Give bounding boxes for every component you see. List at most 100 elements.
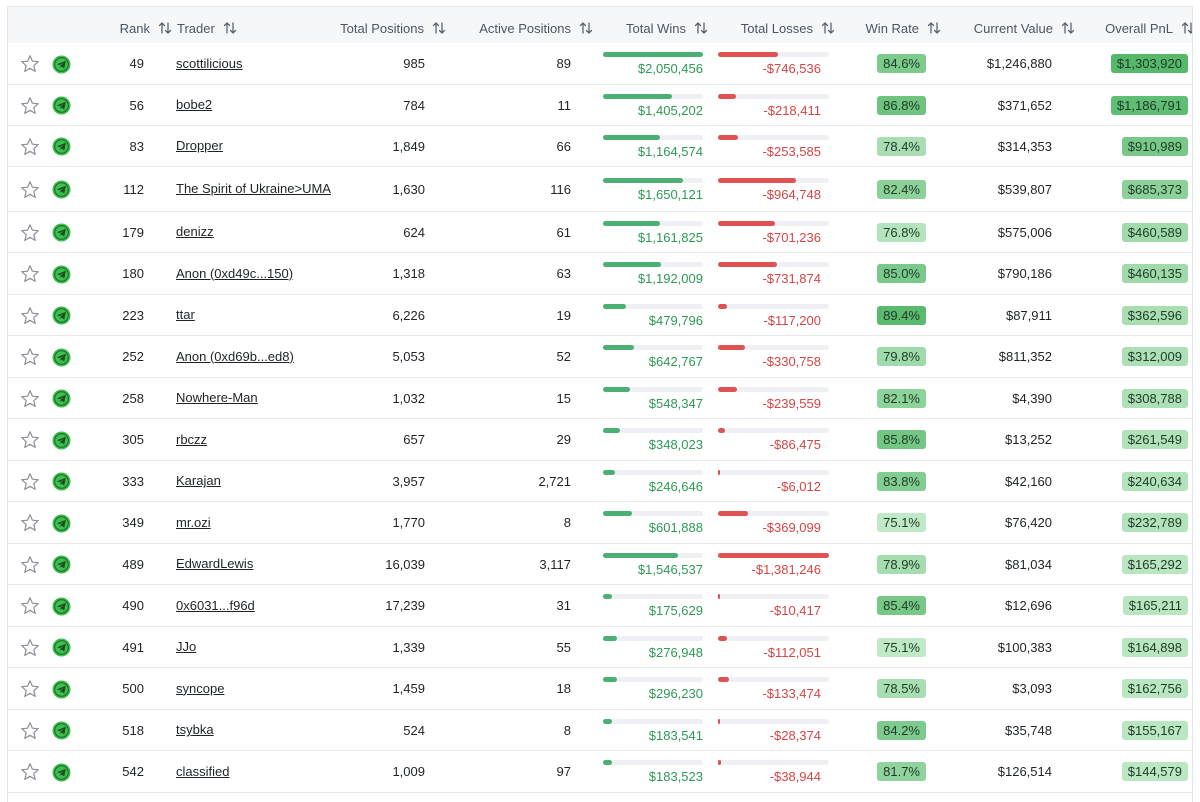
trader-link[interactable]: Nowhere-Man (176, 390, 258, 405)
total-positions-value: 1,032 (392, 390, 425, 406)
sort-arrows-icon[interactable] (1181, 21, 1193, 35)
telegram-icon[interactable] (52, 306, 71, 325)
star-outline-icon[interactable] (20, 555, 40, 575)
trader-link[interactable]: classified (176, 763, 230, 779)
telegram-icon[interactable] (52, 472, 71, 491)
trader-link[interactable]: tsybka (176, 722, 214, 737)
telegram-icon[interactable] (52, 389, 71, 408)
wins-bar-fill (603, 52, 703, 57)
telegram-icon[interactable] (52, 513, 71, 533)
table-row[interactable]: 252 Anon (0xd69b...ed8) 5,053 52 $642,767 -$3… (8, 336, 1192, 378)
trader-link[interactable]: Karajan (176, 473, 221, 488)
sort-arrows-icon[interactable] (579, 21, 593, 35)
star-outline-icon[interactable] (20, 596, 40, 616)
telegram-icon[interactable] (52, 721, 71, 740)
trader-link[interactable]: ttar (176, 307, 195, 322)
losses-bar-track (718, 718, 829, 724)
trader-link[interactable]: Anon (0xd49c...150) (176, 265, 294, 281)
telegram-icon[interactable] (52, 54, 71, 74)
sort-arrows-icon[interactable] (694, 21, 708, 35)
star-outline-icon[interactable] (20, 137, 40, 157)
column-header-active-positions[interactable]: Active Positions (479, 7, 593, 49)
table-row[interactable]: 112 The Spirit of Ukraine>UMA 1,630 116 $1,6… (8, 167, 1192, 212)
column-header-win-rate[interactable]: Win Rate (866, 7, 941, 49)
table-row[interactable]: 223 ttar 6,226 19 $479,796 -$117,200 89.4% $87,… (8, 295, 1192, 336)
star-outline-icon[interactable] (20, 638, 40, 658)
sort-arrows-icon[interactable] (223, 21, 237, 35)
table-row[interactable]: 489 EdwardLewis 16,039 3,117 $1,546,537 -$1,3… (8, 544, 1192, 585)
telegram-icon[interactable] (52, 223, 71, 242)
overall-pnl-badge: $162,756 (1121, 679, 1188, 698)
wins-bar-track (603, 718, 703, 724)
trader-link[interactable]: syncope (176, 680, 225, 696)
telegram-icon[interactable] (52, 430, 71, 450)
trader-link[interactable]: scottilicious (176, 55, 243, 71)
column-header-trader[interactable]: Trader (177, 7, 237, 49)
star-outline-icon[interactable] (20, 223, 40, 243)
column-header-total-positions[interactable]: Total Positions (340, 7, 446, 49)
trader-link[interactable]: mr.ozi (176, 514, 211, 530)
sort-arrows-icon[interactable] (432, 21, 446, 35)
wins-bar-fill (603, 677, 617, 682)
trader-link[interactable]: Anon (0xd69b...ed8) (176, 348, 294, 364)
table-row[interactable]: 518 tsybka 524 8 $183,541 -$28,374 84.2% $35,74… (8, 710, 1192, 751)
column-header-total-wins[interactable]: Total Wins (626, 7, 708, 49)
table-row[interactable]: 179 denizz 624 61 $1,161,825 -$701,236 76.8% $5… (8, 212, 1192, 253)
table-row[interactable]: 490 0x6031...f96d 17,239 31 $175,629 -$10,417… (8, 585, 1192, 627)
column-header-current-value[interactable]: Current Value (974, 7, 1075, 49)
sort-arrows-icon[interactable] (927, 21, 941, 35)
table-row[interactable]: 500 syncope 1,459 18 $296,230 -$133,474 78.5% $… (8, 668, 1192, 710)
trader-link[interactable]: denizz (176, 224, 214, 239)
table-row[interactable]: 305 rbczz 657 29 $348,023 -$86,475 85.8% $13,25… (8, 419, 1192, 461)
total-losses-cell: -$28,374 (718, 710, 829, 750)
star-outline-icon[interactable] (20, 762, 40, 782)
sort-arrows-icon[interactable] (158, 21, 172, 35)
leaderboard-table: Rank Trader Total Positions Active Position… (7, 6, 1193, 802)
sort-arrows-icon[interactable] (821, 21, 835, 35)
column-header-total-losses[interactable]: Total Losses (741, 7, 835, 49)
star-outline-icon[interactable] (20, 306, 40, 326)
table-row[interactable]: 83 Dropper 1,849 66 $1,164,574 -$253,585 78.4%… (8, 126, 1192, 167)
telegram-icon[interactable] (52, 679, 71, 699)
table-row[interactable]: 349 mr.ozi 1,770 8 $601,888 -$369,099 75.1% $76… (8, 502, 1192, 544)
column-header-rank[interactable]: Rank (120, 7, 172, 49)
star-outline-icon[interactable] (20, 54, 40, 74)
star-outline-icon[interactable] (20, 430, 40, 450)
sort-arrows-icon[interactable] (1061, 21, 1075, 35)
telegram-icon[interactable] (52, 180, 71, 199)
trader-link[interactable]: Dropper (176, 138, 223, 153)
telegram-icon[interactable] (52, 347, 71, 367)
table-row[interactable]: 258 Nowhere-Man 1,032 15 $548,347 -$239,559 82… (8, 378, 1192, 419)
star-outline-icon[interactable] (20, 389, 40, 409)
star-outline-icon[interactable] (20, 96, 40, 116)
trader-link[interactable]: 0x6031...f96d (176, 597, 255, 613)
trader-link[interactable]: bobe2 (176, 97, 213, 112)
table-row[interactable]: 542 classified 1,009 97 $183,523 -$38,944 81.7… (8, 751, 1192, 793)
trader-link[interactable]: JJo (176, 639, 197, 654)
star-outline-icon[interactable] (20, 721, 40, 741)
star-outline-icon[interactable] (20, 264, 40, 284)
telegram-icon[interactable] (52, 596, 71, 616)
table-row[interactable]: 56 bobe2 784 11 $1,405,202 -$218,411 86.8% $371… (8, 85, 1192, 126)
telegram-icon[interactable] (52, 96, 71, 115)
table-row[interactable]: 491 JJo 1,339 55 $276,948 -$112,051 75.1% $100,… (8, 627, 1192, 668)
total-wins-value: $479,796 (648, 312, 703, 328)
star-outline-icon[interactable] (20, 679, 40, 699)
column-header-label: Total Wins (626, 20, 686, 36)
trader-link[interactable]: rbczz (176, 431, 208, 447)
table-row[interactable]: 180 Anon (0xd49c...150) 1,318 63 $1,192,009 -… (8, 253, 1192, 295)
trader-link[interactable]: The Spirit of Ukraine>UMA (176, 181, 331, 196)
telegram-icon[interactable] (52, 137, 71, 156)
star-outline-icon[interactable] (20, 472, 40, 492)
star-outline-icon[interactable] (20, 513, 40, 533)
telegram-icon[interactable] (52, 638, 71, 657)
star-outline-icon[interactable] (20, 180, 40, 200)
telegram-icon[interactable] (52, 555, 71, 574)
table-row[interactable]: 49 scottilicious 985 89 $2,050,456 -$746,536 8… (8, 43, 1192, 85)
telegram-icon[interactable] (52, 762, 71, 782)
trader-link[interactable]: EdwardLewis (176, 556, 254, 571)
table-row[interactable]: 333 Karajan 3,957 2,721 $246,646 -$6,012 83.8%… (8, 461, 1192, 502)
column-header-overall-pnl[interactable]: Overall PnL (1105, 7, 1193, 49)
star-outline-icon[interactable] (20, 347, 40, 367)
telegram-icon[interactable] (52, 264, 71, 284)
